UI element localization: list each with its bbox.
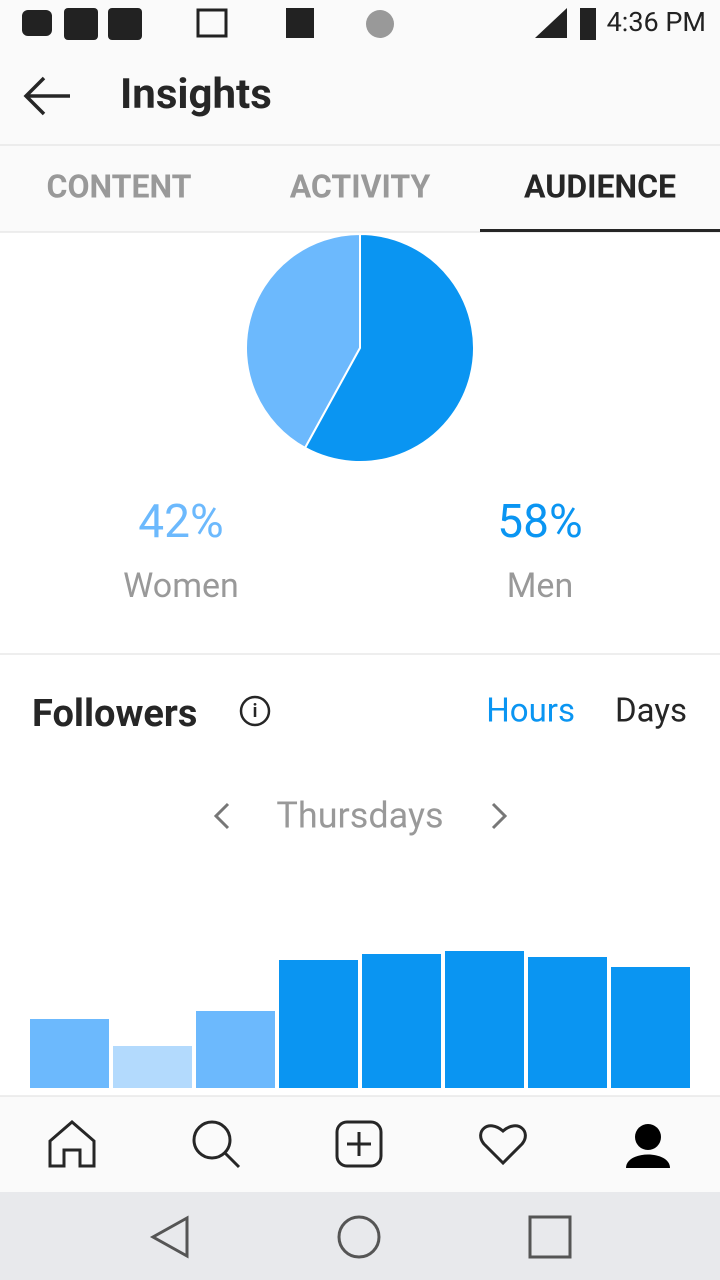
value-label: 58% bbox=[497, 495, 582, 549]
bar bbox=[611, 967, 690, 1088]
section-title: Followers bbox=[32, 692, 197, 736]
activity-icon[interactable] bbox=[479, 1124, 527, 1166]
bar bbox=[30, 1019, 109, 1088]
prev-button[interactable] bbox=[213, 802, 230, 830]
screen-title: Insights bbox=[120, 70, 272, 119]
bar bbox=[113, 1046, 192, 1088]
app-bar bbox=[0, 48, 720, 145]
search-icon[interactable] bbox=[192, 1120, 241, 1169]
profile-icon[interactable] bbox=[626, 1124, 670, 1168]
bar bbox=[362, 954, 441, 1088]
back-button[interactable] bbox=[23, 76, 70, 116]
legend-label: Men bbox=[507, 566, 574, 606]
tab-bar bbox=[0, 145, 720, 232]
tab-active[interactable]: AUDIENCE bbox=[524, 167, 676, 205]
info-icon[interactable]: i bbox=[239, 695, 271, 727]
charts: 42% Women 58% Men bbox=[30, 232, 690, 1088]
tab-indicator bbox=[480, 229, 720, 232]
home-key[interactable] bbox=[337, 1215, 381, 1259]
status-icons bbox=[22, 8, 596, 40]
recents-key[interactable] bbox=[528, 1215, 572, 1259]
day-label: Thursdays bbox=[276, 795, 443, 837]
clock: 4:36 PM bbox=[607, 6, 706, 38]
toggle-option[interactable]: Days bbox=[615, 692, 687, 731]
bar bbox=[528, 957, 607, 1088]
system-nav bbox=[0, 1192, 720, 1280]
svg-text:i: i bbox=[253, 701, 258, 722]
tab[interactable]: CONTENT bbox=[47, 167, 192, 205]
bar bbox=[196, 1011, 275, 1088]
new-post-icon[interactable] bbox=[335, 1120, 383, 1168]
back-key[interactable] bbox=[149, 1215, 189, 1259]
value-label: 42% bbox=[138, 495, 223, 549]
pie-slice bbox=[245, 232, 361, 450]
toggle-option[interactable]: Hours bbox=[486, 692, 575, 731]
bar bbox=[279, 960, 358, 1088]
bar bbox=[445, 951, 524, 1088]
next-button[interactable] bbox=[491, 802, 508, 830]
home-icon[interactable] bbox=[48, 1120, 96, 1168]
legend-label: Women bbox=[123, 566, 239, 606]
pie-slice bbox=[303, 232, 475, 463]
tab[interactable]: ACTIVITY bbox=[290, 167, 431, 205]
